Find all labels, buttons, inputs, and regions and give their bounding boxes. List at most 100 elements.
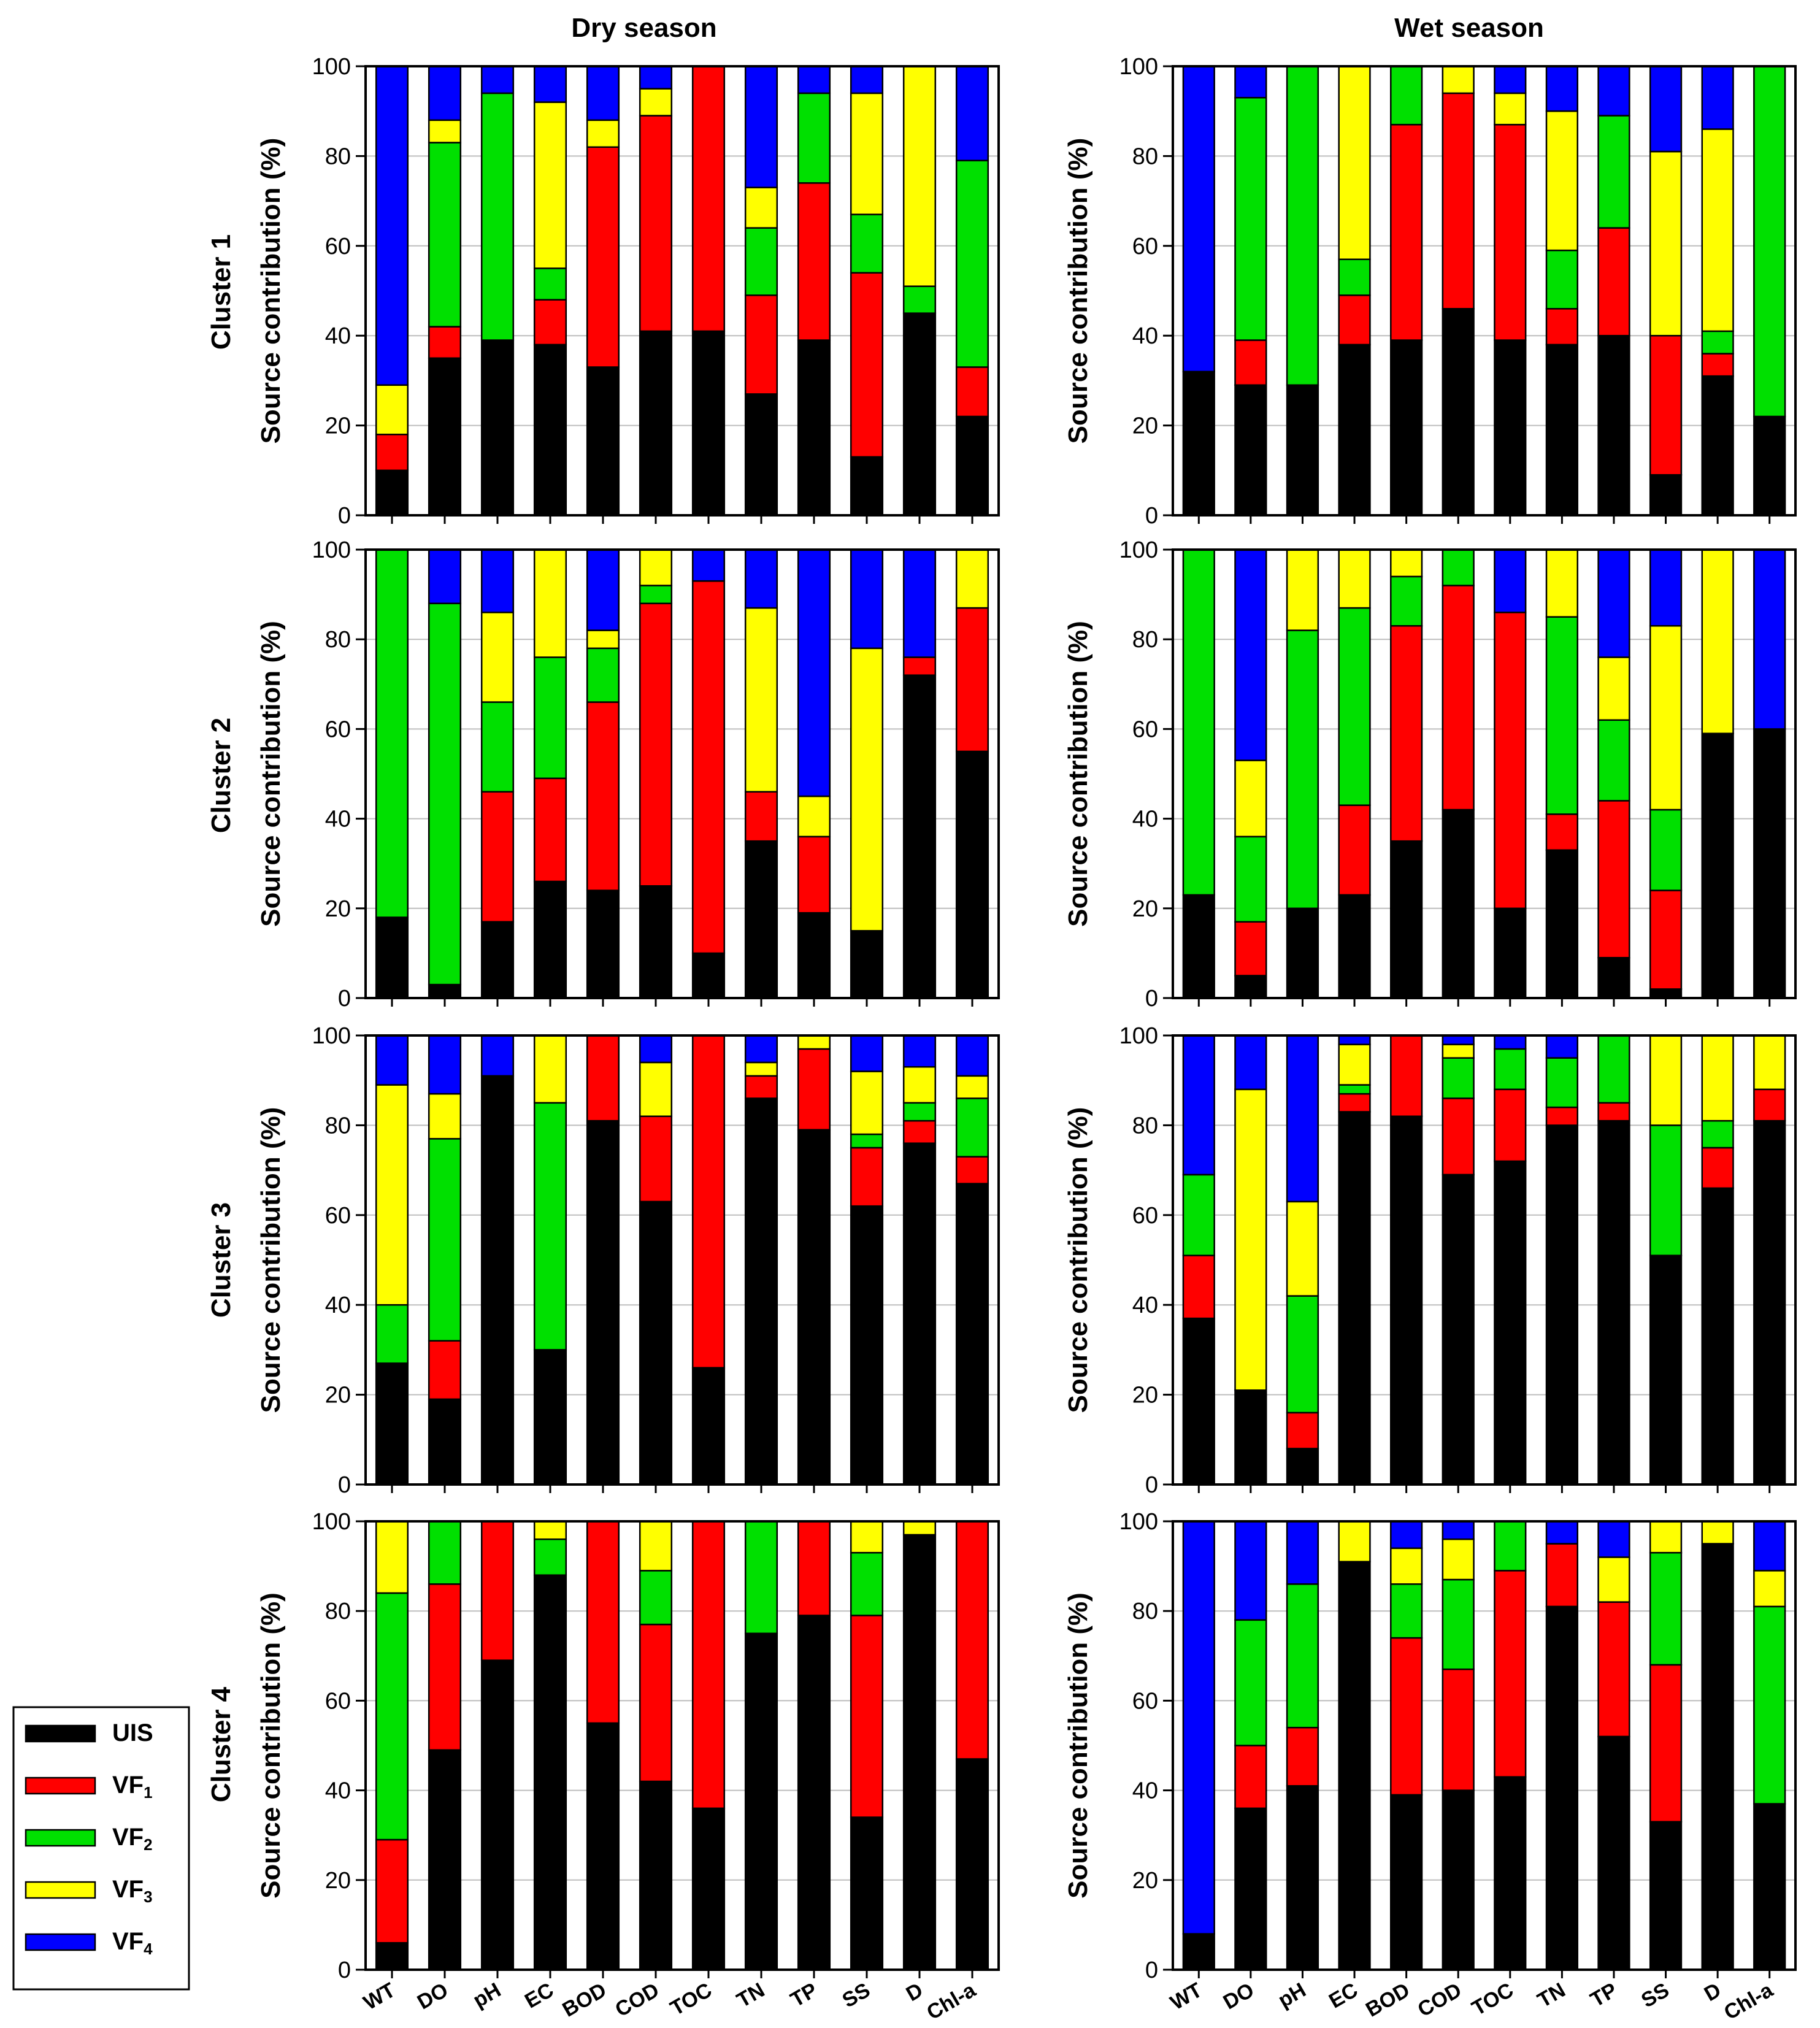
bar-segment-UIS-TOC	[691, 1807, 726, 1971]
bar-segment-VF3-EC	[533, 548, 567, 658]
bar-segment-UIS-BOD	[1390, 1115, 1423, 1486]
bar-segment-VF3-D	[1701, 128, 1734, 332]
bar-segment-VF3-D	[902, 1066, 937, 1104]
y-tick-label: 0	[338, 1472, 351, 1498]
bar-segment-VF2-TOC	[1494, 1520, 1527, 1572]
bar-segment-VF4-WT	[1182, 1520, 1215, 1935]
bar-segment-VF1-BOD	[1390, 625, 1423, 842]
bar-segment-VF2-SS	[850, 1133, 884, 1149]
bar-segment-VF1-SS	[1649, 334, 1683, 476]
bar-segment-UIS-Chl-a	[955, 750, 989, 999]
bar-segment-VF2-TN	[1545, 616, 1578, 815]
bar-segment-VF3-COD	[1442, 1538, 1475, 1581]
bar-segment-VF1-WT	[375, 1838, 409, 1944]
bar-segment-UIS-SS	[850, 1816, 884, 1971]
y-tick-label: 80	[325, 1113, 351, 1139]
bar-segment-UIS-BOD	[1390, 1794, 1423, 1971]
dry-season-title: Dry season	[571, 13, 716, 43]
bar-segment-UIS-COD	[1442, 1173, 1475, 1486]
bar-segment-VF4-Chl-a	[955, 65, 989, 161]
bar-segment-UIS-DO	[1234, 1807, 1267, 1971]
legend-label: UIS	[112, 1719, 153, 1746]
y-tick-label: 40	[1132, 807, 1158, 832]
plot-frame	[1172, 1520, 1797, 1971]
y-tick-label: 40	[1132, 1292, 1158, 1318]
bar-segment-VF3-SS	[850, 1070, 884, 1135]
bar-segment-VF4-WT	[375, 1034, 409, 1086]
bar-segment-VF2-DO	[1234, 1619, 1267, 1746]
bar-segment-VF4-TN	[1545, 1520, 1578, 1545]
y-tick-label: 0	[1145, 1472, 1158, 1498]
bar-segment-VF4-DO	[428, 548, 462, 604]
bar-segment-VF2-DO	[428, 602, 462, 986]
bar-segment-VF3-WT	[375, 1520, 409, 1594]
cluster-1-label: Cluster 1	[206, 234, 236, 350]
bar-segment-VF2-EC	[1338, 607, 1371, 806]
bar-segment-UIS-TOC	[691, 1367, 726, 1486]
bar-segment-UIS-EC	[533, 1349, 567, 1486]
bar-segment-UIS-EC	[533, 880, 567, 999]
bar-segment-VF1-Chl-a	[955, 1520, 989, 1760]
bar-segment-UIS-BOD	[1390, 840, 1423, 999]
bar-segment-VF3-SS	[850, 647, 884, 932]
bar-segment-VF3-SS	[1649, 625, 1683, 811]
y-tick-label: 100	[312, 537, 351, 563]
bar-segment-UIS-TN	[1545, 344, 1578, 517]
bar-segment-VF2-WT	[375, 548, 409, 918]
bar-segment-UIS-pH	[480, 1659, 515, 1971]
bar-segment-VF4-SS	[1649, 548, 1683, 627]
bar-segment-VF3-EC	[1338, 1043, 1371, 1086]
bar-segment-VF1-DO	[428, 1583, 462, 1751]
bar-segment-VF2-WT	[375, 1304, 409, 1364]
bar-segment-VF1-TOC	[691, 1520, 726, 1810]
y-axis-label: Source contribution (%)	[256, 1107, 286, 1413]
legend-item-4: VF3	[25, 1876, 153, 1906]
bar-segment-UIS-DO	[428, 983, 462, 999]
x-tick-label: TN	[1534, 1978, 1569, 2013]
bar-segment-VF1-TN	[744, 1075, 778, 1099]
bar-segment-VF1-TP	[1597, 1102, 1630, 1122]
bar-segment-VF3-D	[902, 1520, 937, 1536]
bar-segment-VF4-pH	[480, 1034, 515, 1077]
bar-segment-VF1-D	[902, 656, 937, 676]
bar-segment-VF2-EC	[533, 267, 567, 301]
bar-segment-VF1-TOC	[1494, 123, 1527, 341]
x-tick-label: Chl-a	[923, 1978, 980, 2024]
bar-segment-UIS-Chl-a	[1753, 415, 1786, 517]
bar-segment-VF1-COD	[639, 115, 673, 332]
y-tick-label: 80	[325, 144, 351, 169]
bar-segment-VF1-TOC	[1494, 612, 1527, 910]
bar-segment-UIS-SS	[850, 456, 884, 517]
y-tick-label: 80	[1132, 627, 1158, 653]
bar-segment-VF3-SS	[1649, 1520, 1683, 1554]
x-tick-label: DO	[1219, 1978, 1258, 2014]
bar-segment-VF1-TN	[1545, 813, 1578, 851]
bar-segment-VF1-COD	[1442, 585, 1475, 811]
bar-segment-VF3-TN	[1545, 110, 1578, 252]
x-tick-label: SS	[839, 1978, 874, 2013]
bar-segment-VF1-pH	[480, 791, 515, 923]
bar-segment-VF2-DO	[1234, 835, 1267, 923]
bar-segment-VF2-D	[902, 285, 937, 314]
bar-segment-VF3-D	[1701, 548, 1734, 734]
bar-segment-VF2-Chl-a	[1753, 65, 1786, 418]
bar-segment-VF3-DO	[428, 119, 462, 144]
bar-segment-UIS-COD	[639, 1780, 673, 1971]
bar-segment-VF3-pH	[1286, 1200, 1319, 1297]
x-tick-label: pH	[469, 1978, 505, 2013]
bar-segment-VF2-EC	[533, 656, 567, 780]
bar-segment-UIS-pH	[480, 339, 515, 517]
bar-segment-VF3-DO	[1234, 759, 1267, 838]
bar-segment-VF4-BOD	[1390, 1520, 1423, 1550]
bar-segment-VF1-TP	[797, 1048, 831, 1131]
bar-segment-VF1-DO	[1234, 921, 1267, 977]
bar-segment-VF2-BOD	[1390, 575, 1423, 627]
bar-segment-VF1-TOC	[1494, 1088, 1527, 1162]
bar-segment-VF3-TP	[797, 795, 831, 838]
y-tick-label: 20	[1132, 896, 1158, 922]
bar-segment-UIS-COD	[639, 1200, 673, 1486]
bar-segment-UIS-TN	[744, 393, 778, 517]
bar-segment-UIS-DO	[1234, 1389, 1267, 1486]
bar-segment-UIS-pH	[1286, 1785, 1319, 1971]
plot-frame	[364, 1034, 1000, 1486]
